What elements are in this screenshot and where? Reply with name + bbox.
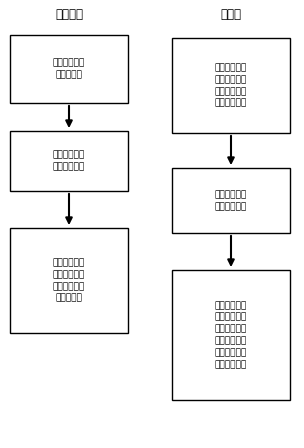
Text: 将求取的各测
段内均匀值及
其方差与标准
均值及方差比
较、实现放射
活性的分检。: 将求取的各测 段内均匀值及 其方差与标准 均值及方差比 较、实现放射 活性的分检…	[215, 301, 247, 369]
Text: 各类放射源进
行登清测量: 各类放射源进 行登清测量	[53, 59, 85, 79]
Text: 分析：: 分析：	[220, 8, 241, 21]
Bar	[10, 131, 128, 191]
Bar	[172, 168, 290, 233]
Bar	[172, 38, 290, 133]
Text: 将待分检的放
射源在选取的
测段内进行放
射性定量测量: 将待分检的放 射源在选取的 测段内进行放 射性定量测量	[215, 63, 247, 108]
Bar	[10, 228, 128, 333]
Bar	[172, 270, 290, 400]
Text: 求取各测段内
均值及其方差: 求取各测段内 均值及其方差	[215, 190, 247, 211]
Text: 选取放射源诺
斯东孔的诺孔: 选取放射源诺 斯东孔的诺孔	[53, 151, 85, 172]
Text: 分检法：: 分检法：	[55, 8, 83, 21]
Text: 求取各测段内
各类放射源用
于比较的标准
均值及方差: 求取各测段内 各类放射源用 于比较的标准 均值及方差	[53, 258, 85, 303]
Bar	[10, 35, 128, 103]
